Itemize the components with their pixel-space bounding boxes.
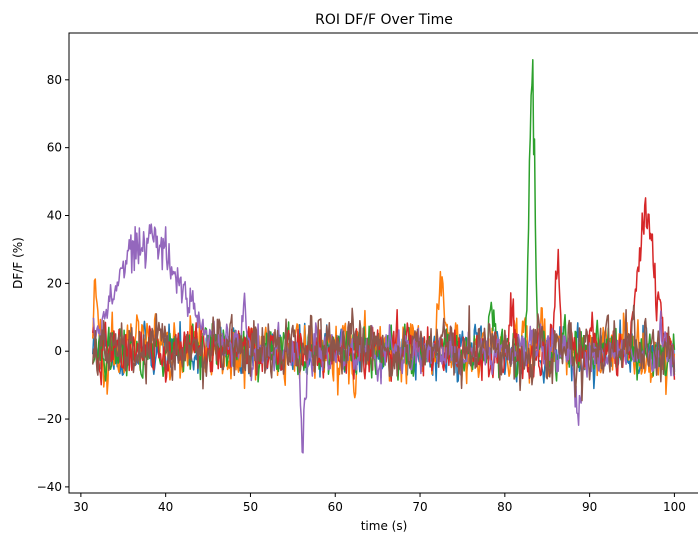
y-tick-label: 20 <box>47 276 62 290</box>
x-tick-label: 40 <box>158 500 173 514</box>
y-axis-label: DF/F (%) <box>11 237 25 289</box>
y-axis-ticks: −40 −20 0 20 40 60 80 <box>37 73 69 494</box>
x-tick-label: 60 <box>328 500 343 514</box>
x-axis-label: time (s) <box>361 519 408 533</box>
x-tick-label: 30 <box>73 500 88 514</box>
y-tick-label: −40 <box>37 480 62 494</box>
series-layer <box>91 59 676 454</box>
y-tick-label: 80 <box>47 73 62 87</box>
plot-frame <box>68 32 698 494</box>
series-line-6 <box>91 304 676 402</box>
x-tick-label: 50 <box>243 500 258 514</box>
chart-title: ROI DF/F Over Time <box>315 12 453 28</box>
y-tick-label: 60 <box>47 141 62 155</box>
x-tick-label: 100 <box>663 500 686 514</box>
y-tick-label: 0 <box>54 344 62 358</box>
x-tick-label: 80 <box>497 500 512 514</box>
y-tick-label: −20 <box>37 412 62 426</box>
x-tick-label: 70 <box>412 500 427 514</box>
x-tick-label: 90 <box>582 500 597 514</box>
x-axis-ticks: 30 40 50 60 70 80 90 100 <box>73 493 686 514</box>
y-tick-label: 40 <box>47 209 62 223</box>
